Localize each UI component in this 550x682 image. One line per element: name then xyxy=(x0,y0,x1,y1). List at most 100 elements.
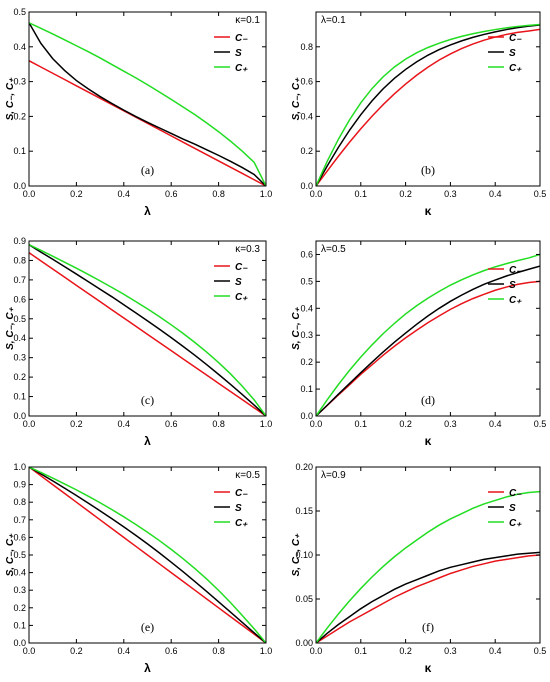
x-tick-label: 0.2 xyxy=(399,646,412,656)
series-line xyxy=(29,467,266,643)
y-tick-label: 0.4 xyxy=(300,303,313,313)
panel-label: (a) xyxy=(141,163,154,177)
y-tick-label: 0.3 xyxy=(300,330,313,340)
x-tick-label: 0.3 xyxy=(444,646,457,656)
legend-entry: C₊ xyxy=(235,518,248,529)
series-line xyxy=(29,22,266,186)
x-tick-label: 0.0 xyxy=(310,189,323,199)
series-line xyxy=(29,252,266,416)
chart-panel-d: 0.0 0.1 0.2 0.3 0.4 0.5 0.0 0.1 0.2 0.3 0.4 0.5 0.6 κ… xyxy=(291,240,546,448)
y-tick-label: 0.3 xyxy=(13,353,26,363)
x-tick-label: 0.4 xyxy=(118,189,131,199)
x-tick-label: 0.2 xyxy=(70,189,83,199)
x-tick-label: 0.0 xyxy=(23,189,36,199)
parameter-label: κ=0.3 xyxy=(235,244,260,255)
y-tick-label: 0.2 xyxy=(300,357,313,367)
y-tick-label: 0.1 xyxy=(13,392,26,402)
y-tick-label: 0.4 xyxy=(13,568,26,578)
legend-entry: C₊ xyxy=(509,63,522,74)
legend-entry: S xyxy=(509,48,516,59)
y-tick-label: 0.6 xyxy=(300,77,313,87)
y-tick-label: 0.8 xyxy=(13,255,26,265)
legend: C₋ S C₊ xyxy=(488,488,522,529)
x-tick-label: 0.0 xyxy=(23,419,36,429)
y-tick-label: 0.8 xyxy=(13,497,26,507)
y-tick-label: 0.20 xyxy=(295,462,313,472)
y-tick-label: 0.7 xyxy=(13,515,26,525)
y-tick-label: 0.0 xyxy=(13,411,26,421)
x-axis-label: λ xyxy=(144,204,151,218)
x-tick-label: 0.5 xyxy=(534,646,547,656)
panel-label: (d) xyxy=(421,393,435,407)
y-tick-label: 0.4 xyxy=(13,333,26,343)
y-tick-label: 0.3 xyxy=(13,77,26,87)
series-line xyxy=(29,467,266,643)
y-tick-label: 0.3 xyxy=(13,585,26,595)
series-line xyxy=(316,554,540,643)
y-tick-label: 0.6 xyxy=(13,294,26,304)
series-line xyxy=(316,24,540,186)
y-tick-label: 0.15 xyxy=(295,506,313,516)
y-tick-label: 0.1 xyxy=(13,620,26,630)
series-line xyxy=(29,467,266,643)
x-axis-label: κ xyxy=(425,204,432,218)
parameter-label: λ=0.1 xyxy=(321,15,346,26)
parameter-label: λ=0.9 xyxy=(321,470,346,481)
x-axis-label: λ xyxy=(144,661,151,675)
y-tick-label: 0.1 xyxy=(300,384,313,394)
chart-panel-f: 0.0 0.1 0.2 0.3 0.4 0.5 0.00 0.05 0.10 0.15 0.20 κ S… xyxy=(291,462,546,675)
series-line xyxy=(316,280,540,416)
y-tick-label: 1.0 xyxy=(13,462,26,472)
y-axis-label: S, C₋, C₊ xyxy=(5,533,16,577)
x-axis-label: κ xyxy=(425,434,432,448)
legend-entry: C₋ xyxy=(235,488,248,499)
x-tick-label: 0.5 xyxy=(534,189,547,199)
legend-entry: S xyxy=(235,503,242,514)
x-tick-label: 1.0 xyxy=(260,189,273,199)
y-tick-label: 0.9 xyxy=(13,236,26,246)
chart-panel-c: 0.0 0.2 0.4 0.6 0.8 1.0 0.0 0.1 0.2 0.3 0.4 0.5 0.6 0… xyxy=(5,236,272,448)
y-tick-label: 0.10 xyxy=(295,550,313,560)
x-tick-label: 0.8 xyxy=(212,646,225,656)
y-tick-label: 0.1 xyxy=(13,146,26,156)
y-axis-label: S, C₋, C₊ xyxy=(5,77,16,121)
y-tick-label: 0.6 xyxy=(13,532,26,542)
legend-entry: C₋ xyxy=(235,262,248,273)
x-tick-label: 0.4 xyxy=(118,646,131,656)
y-tick-label: 0.8 xyxy=(300,42,313,52)
x-tick-label: 0.6 xyxy=(165,189,178,199)
x-tick-label: 0.4 xyxy=(489,189,502,199)
legend-entry: C₊ xyxy=(509,518,522,529)
x-tick-label: 0.0 xyxy=(310,419,323,429)
y-tick-label: 0.4 xyxy=(300,111,313,121)
y-tick-label: 0.0 xyxy=(300,181,313,191)
x-axis-label: κ xyxy=(425,661,432,675)
x-tick-label: 0.8 xyxy=(212,189,225,199)
x-tick-label: 0.2 xyxy=(70,646,83,656)
x-tick-label: 0.2 xyxy=(70,419,83,429)
y-axis-label: S, C₋, C₊ xyxy=(291,306,302,350)
y-axis-label: S, C₋, C₊ xyxy=(5,306,16,350)
x-tick-label: 0.4 xyxy=(489,419,502,429)
legend-entry: S xyxy=(509,503,516,514)
x-tick-label: 0.4 xyxy=(489,646,502,656)
panel-label: (b) xyxy=(421,163,435,177)
legend-entry: C₋ xyxy=(509,265,522,276)
x-axis-label: λ xyxy=(144,434,151,448)
plot-frame xyxy=(28,11,267,187)
chart-panel-e: 0.0 0.2 0.4 0.6 0.8 1.0 0.0 0.1 0.2 0.3 0.4 0.5 0.6 0… xyxy=(5,462,272,675)
x-tick-label: 0.3 xyxy=(444,419,457,429)
y-axis-label: S, C₋, C₊ xyxy=(291,533,302,577)
y-tick-label: 0.2 xyxy=(13,603,26,613)
series-line xyxy=(316,23,540,186)
y-tick-label: 0.5 xyxy=(13,7,26,17)
series-line xyxy=(316,253,540,416)
parameter-label: κ=0.1 xyxy=(235,15,260,26)
legend-entry: S xyxy=(235,48,242,59)
chart-panel-a: 0.0 0.2 0.4 0.6 0.8 1.0 0.0 0.1 0.2 0.3 0.4 0.5 λ S, … xyxy=(5,7,272,218)
y-tick-label: 0.2 xyxy=(300,146,313,156)
plot-frame xyxy=(28,240,267,417)
legend-entry: S xyxy=(509,280,516,291)
panel-label: (f) xyxy=(422,620,434,634)
